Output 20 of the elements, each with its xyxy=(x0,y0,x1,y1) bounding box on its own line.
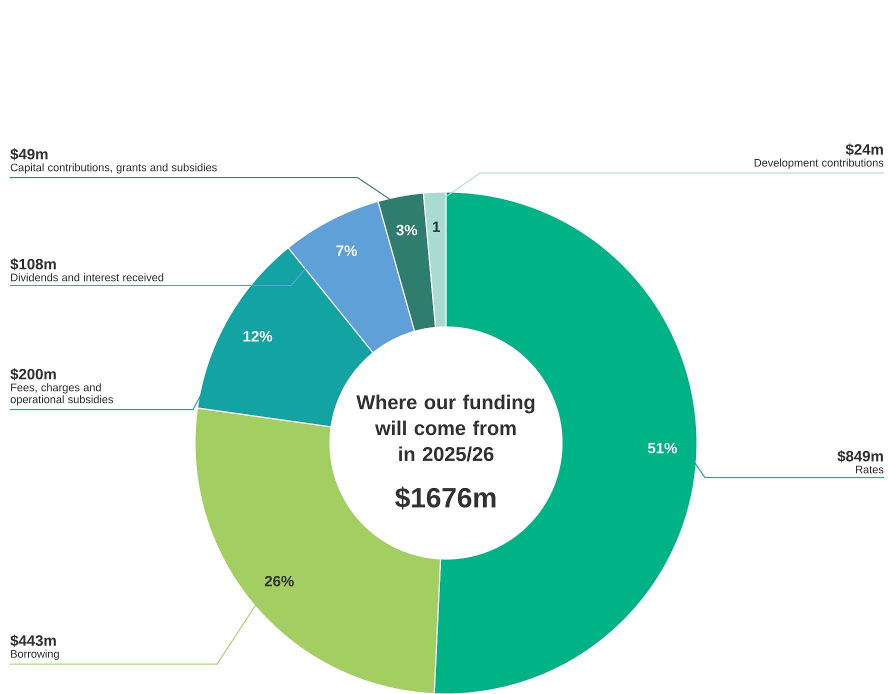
data-label: $849m xyxy=(837,450,883,462)
text: 26% xyxy=(264,576,294,586)
text: 7% xyxy=(336,245,358,256)
slice-label: Dividends and interest received xyxy=(11,273,164,282)
slice-label: Rates xyxy=(856,466,884,474)
data-label: $49m xyxy=(10,148,48,160)
slice-label: Borrowing xyxy=(11,650,59,660)
data-label: $200m xyxy=(10,368,56,380)
slice-label: Capital contributions, grants and subsidies xyxy=(10,163,217,174)
data-label: $24m xyxy=(846,143,883,156)
slice-label: Development contributions xyxy=(754,158,884,169)
text: $1676m xyxy=(395,486,496,510)
slice-label: Fees, charges and operational subsidies xyxy=(10,383,114,406)
data-label: $108m xyxy=(10,258,56,270)
text: 1 xyxy=(433,222,440,232)
text: 3% xyxy=(396,224,418,236)
text: 12% xyxy=(244,331,272,342)
data-label: $443m xyxy=(10,634,56,647)
text: Where our funding will come from in 2025/26 xyxy=(356,394,534,462)
text: 51% xyxy=(648,442,677,454)
